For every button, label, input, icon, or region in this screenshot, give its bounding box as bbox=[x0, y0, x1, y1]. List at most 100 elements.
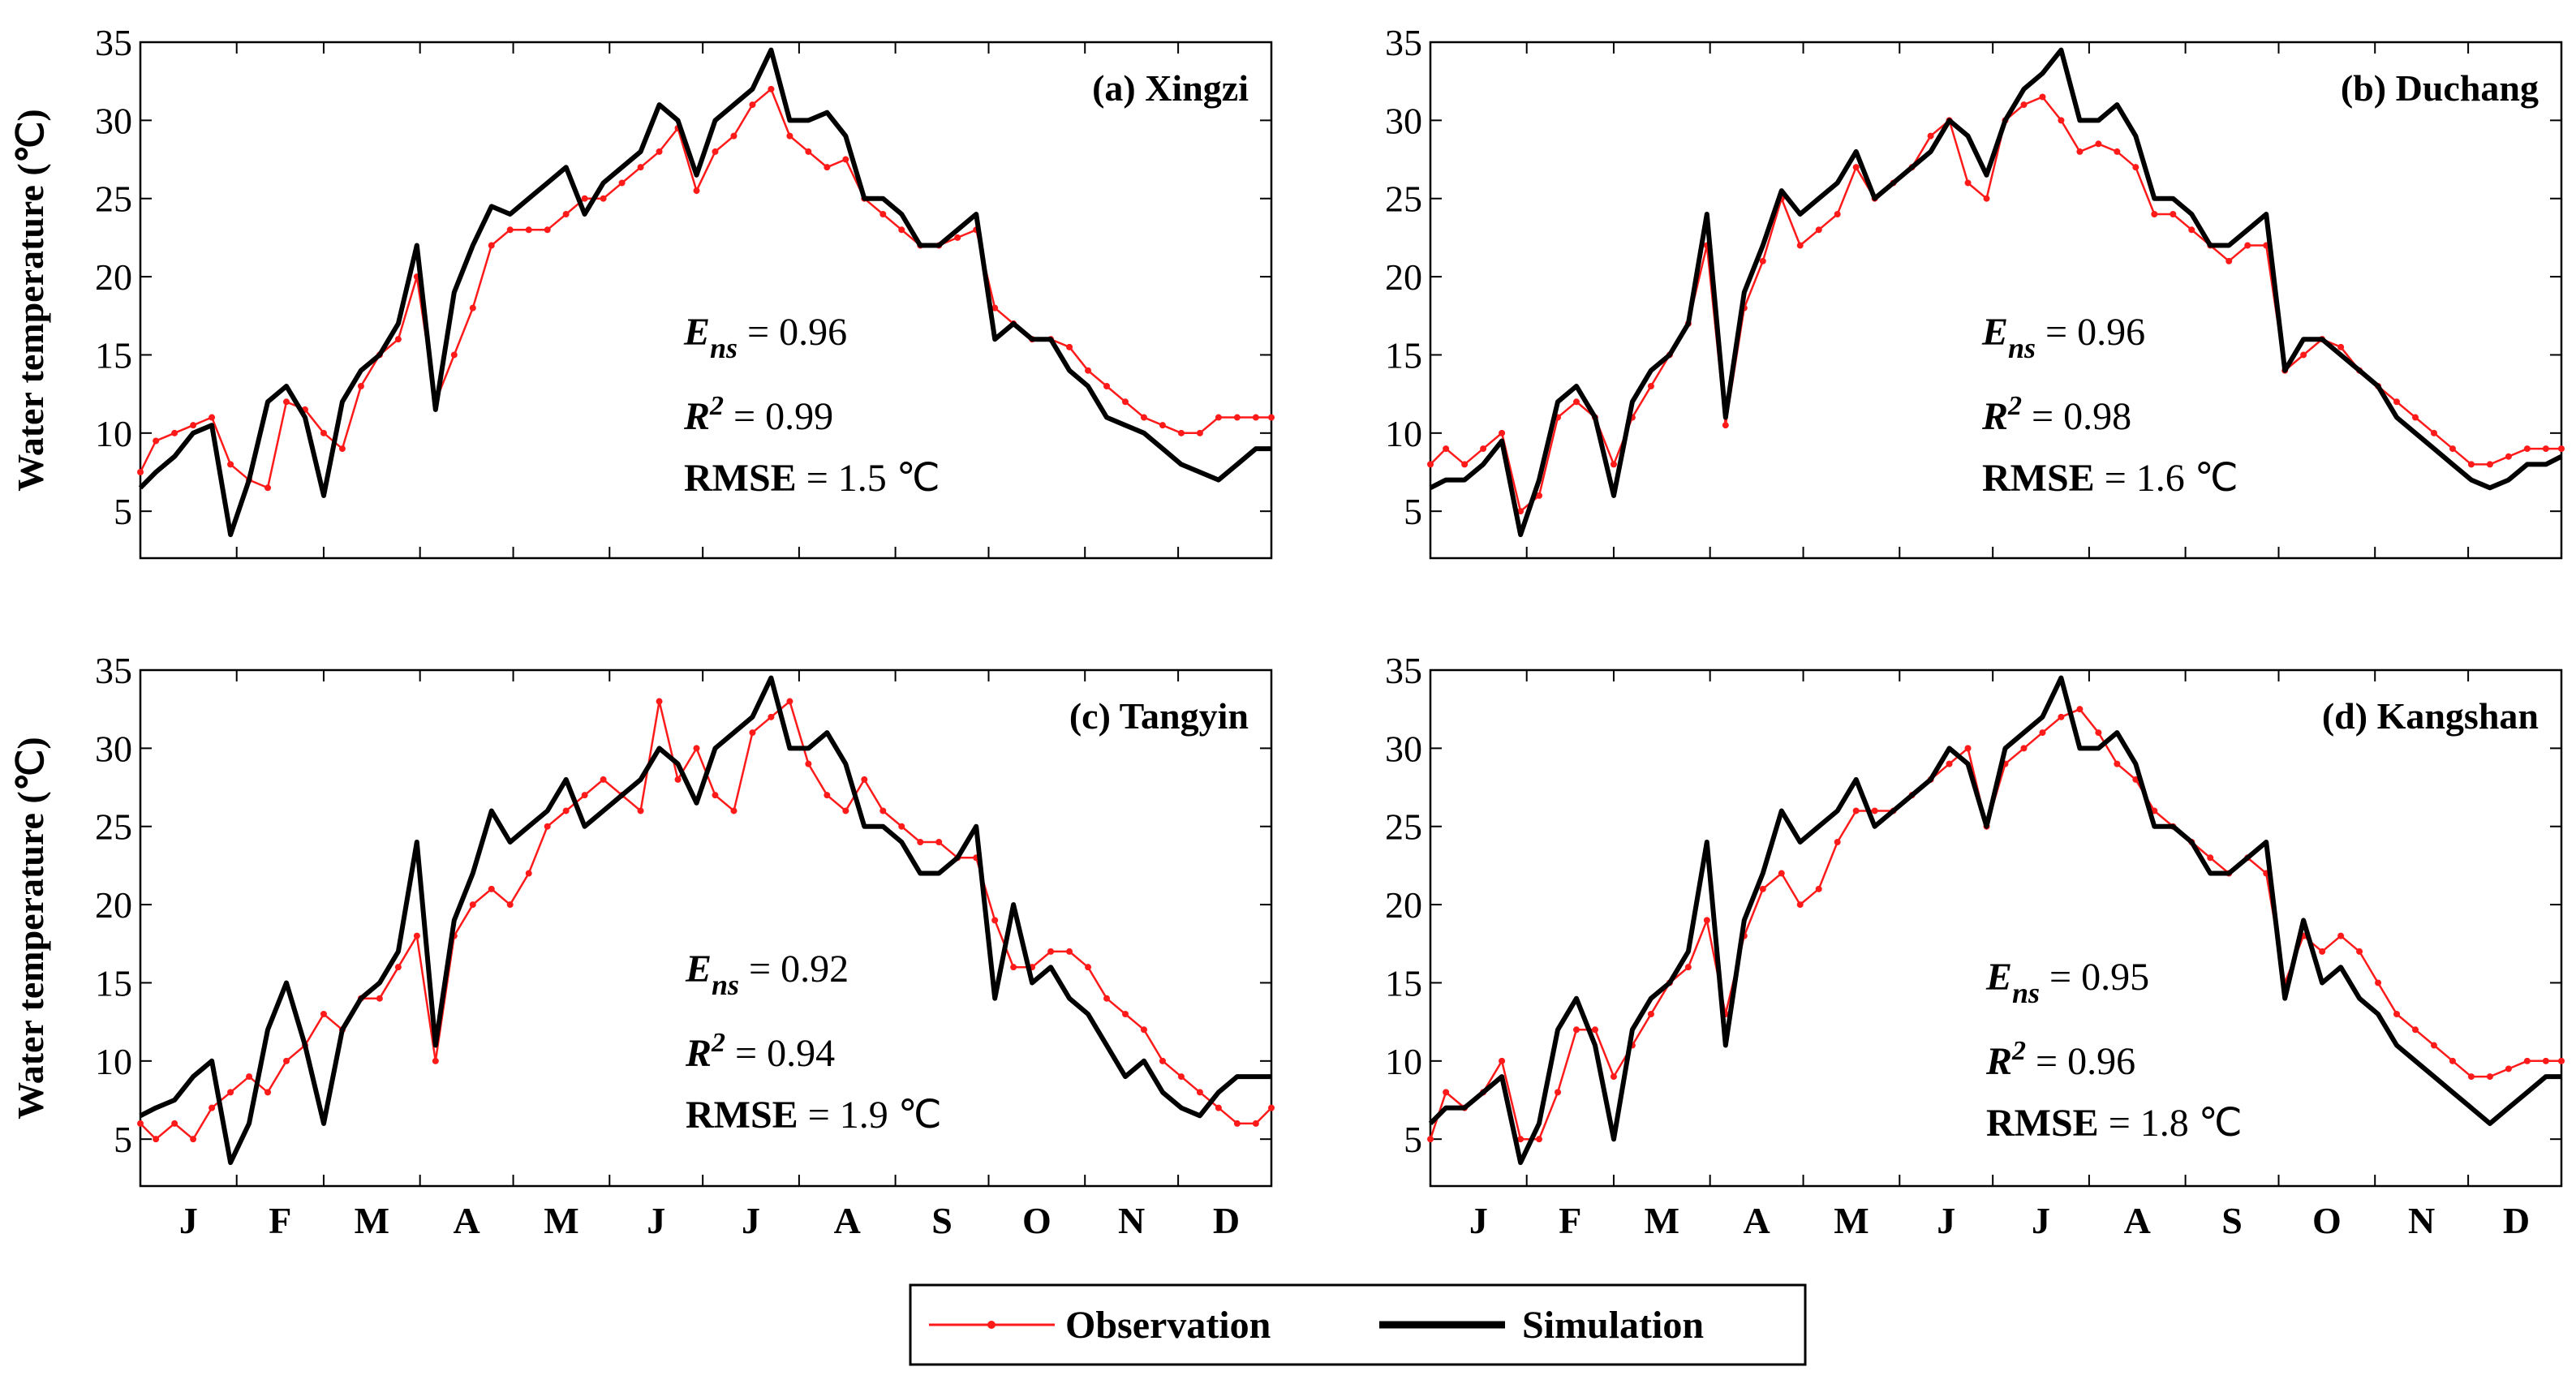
month-label: S bbox=[931, 1200, 953, 1241]
observation-point bbox=[768, 85, 775, 92]
month-label: M bbox=[544, 1200, 578, 1241]
observation-point bbox=[1815, 885, 1822, 892]
y-tick-label: 10 bbox=[95, 1041, 132, 1082]
observation-point bbox=[1196, 429, 1203, 436]
month-label: M bbox=[355, 1200, 389, 1241]
observation-point bbox=[1047, 948, 1055, 955]
y-tick-label: 30 bbox=[1385, 100, 1422, 141]
month-label: J bbox=[647, 1200, 665, 1241]
legend-observation-marker bbox=[987, 1321, 996, 1329]
observation-point bbox=[1517, 1136, 1525, 1143]
observation-point bbox=[1215, 1104, 1222, 1111]
observation-point bbox=[1983, 195, 1990, 202]
month-label: A bbox=[834, 1200, 861, 1241]
observation-point bbox=[562, 807, 570, 814]
observation-point bbox=[1815, 226, 1822, 234]
observation-point bbox=[1871, 807, 1878, 814]
y-tick-label: 15 bbox=[1385, 962, 1422, 1004]
observation-point bbox=[506, 901, 514, 909]
observation-point bbox=[2039, 729, 2046, 737]
observation-point bbox=[190, 422, 197, 429]
observation-point bbox=[2523, 445, 2531, 453]
month-label: M bbox=[1645, 1200, 1679, 1241]
observation-point bbox=[2226, 257, 2233, 264]
y-tick-label: 20 bbox=[1385, 884, 1422, 926]
observation-point bbox=[469, 304, 476, 312]
observation-line bbox=[139, 87, 1271, 490]
y-axis-label: Water temperature (℃) bbox=[10, 737, 51, 1119]
observation-point bbox=[1461, 461, 1469, 468]
observation-point bbox=[1499, 429, 1506, 436]
observation-point bbox=[730, 132, 738, 140]
observation-point bbox=[338, 445, 346, 453]
observation-point bbox=[1555, 1089, 1562, 1096]
panel-c-tangyin: 5 10 15 20 25 30 35 J F M A M J J A S O N D Water temperatu… bbox=[10, 650, 1275, 1241]
observation-point bbox=[1684, 964, 1692, 971]
observation-point bbox=[2467, 1073, 2475, 1081]
observation-point bbox=[1834, 211, 1841, 217]
observation-point bbox=[1103, 995, 1111, 1002]
y-tick-label: 25 bbox=[95, 806, 132, 848]
observation-point bbox=[1499, 1057, 1506, 1064]
observation-point bbox=[618, 179, 626, 187]
observation-point bbox=[1427, 461, 1434, 468]
observation-point bbox=[600, 195, 607, 202]
observation-point bbox=[2170, 211, 2177, 217]
observation-point bbox=[879, 211, 887, 217]
observation-point bbox=[264, 1089, 272, 1096]
month-label: J bbox=[1937, 1200, 1955, 1241]
observation-point bbox=[153, 437, 160, 445]
observation-point bbox=[1927, 132, 1934, 140]
observation-point bbox=[488, 885, 495, 892]
observation-point bbox=[137, 469, 144, 475]
observation-point bbox=[227, 461, 234, 468]
month-label: S bbox=[2221, 1200, 2243, 1241]
simulation-line bbox=[1429, 47, 2563, 538]
y-tick-label: 20 bbox=[95, 884, 132, 926]
month-label: D bbox=[1213, 1200, 1240, 1241]
month-label: M bbox=[1834, 1200, 1869, 1241]
observation-point bbox=[2486, 461, 2493, 468]
observation-point bbox=[693, 187, 700, 195]
observation-point bbox=[1085, 367, 1092, 374]
observation-point bbox=[935, 839, 943, 845]
month-label: O bbox=[2312, 1200, 2342, 1241]
observation-point bbox=[656, 698, 663, 705]
observation-point bbox=[2430, 1042, 2437, 1049]
observation-point bbox=[730, 807, 738, 814]
observation-point bbox=[2467, 461, 2475, 468]
observation-point bbox=[2393, 1011, 2401, 1017]
observation-point bbox=[1443, 445, 1450, 453]
plot-frame bbox=[1429, 41, 2563, 560]
observation-point bbox=[1722, 422, 1729, 429]
observation-point bbox=[2505, 1065, 2512, 1072]
month-label: A bbox=[2124, 1200, 2151, 1241]
observation-point bbox=[581, 792, 588, 799]
y-tick-label: 35 bbox=[1385, 22, 1422, 63]
observation-point bbox=[712, 148, 719, 155]
observation-point bbox=[2430, 429, 2437, 436]
y-tick-label: 10 bbox=[1385, 1041, 1422, 1082]
y-tick-label: 25 bbox=[95, 178, 132, 220]
y-tick-label: 5 bbox=[1404, 1119, 1422, 1160]
observation-point bbox=[2076, 148, 2084, 155]
plot-frame bbox=[1429, 668, 2563, 1188]
observation-point bbox=[824, 792, 831, 799]
observation-point bbox=[2039, 93, 2046, 101]
observation-point bbox=[1536, 492, 1543, 499]
observation-point bbox=[246, 1073, 253, 1081]
observation-point bbox=[2188, 226, 2195, 234]
month-label: D bbox=[2503, 1200, 2530, 1241]
panel-title: (b) Duchang bbox=[2341, 67, 2539, 109]
observation-point bbox=[861, 776, 868, 783]
observation-point bbox=[544, 226, 551, 234]
observation-point bbox=[432, 1057, 439, 1064]
y-tick-label: 10 bbox=[95, 413, 132, 454]
observation-point bbox=[2412, 414, 2419, 421]
observation-point bbox=[562, 211, 570, 217]
stat-rmse: RMSE = 1.8 ℃ bbox=[1986, 1102, 2243, 1145]
legend-observation-label: Observation bbox=[1065, 1304, 1271, 1347]
observation-point bbox=[506, 226, 514, 234]
observation-point bbox=[2114, 760, 2121, 767]
